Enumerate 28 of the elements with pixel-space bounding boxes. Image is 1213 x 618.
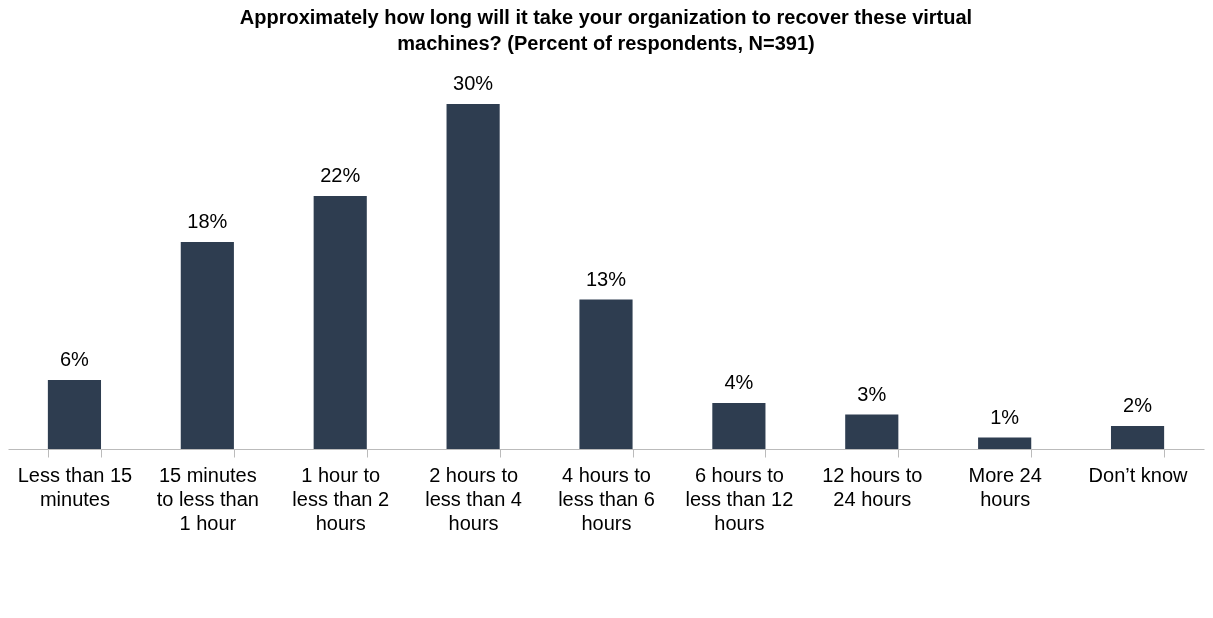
data-label: 1% xyxy=(990,405,1020,428)
bar xyxy=(180,242,234,449)
data-label: 4% xyxy=(724,371,754,393)
data-label: 18% xyxy=(187,210,228,232)
data-label: 3% xyxy=(857,382,887,405)
x-tick-label: 15 minutes to less than 1 hour xyxy=(156,463,259,534)
x-tick-label: Less than 15 minutes xyxy=(17,463,133,510)
x-tick-label: 1 hour to less than 2 hours xyxy=(292,463,390,534)
bar xyxy=(1110,426,1165,449)
data-label: 22% xyxy=(320,164,361,186)
bar xyxy=(845,414,899,449)
x-tick-label: 4 hours to less than 6 hours xyxy=(558,463,655,534)
bar xyxy=(978,437,1032,449)
data-label: 30% xyxy=(453,72,494,94)
bar xyxy=(313,196,367,449)
bar xyxy=(712,403,766,449)
data-label: 6% xyxy=(59,348,90,370)
chart-title: Approximately how long will it take your organization to recover these virtual machines? (Percent of respondents, N=391) xyxy=(239,6,973,54)
bar xyxy=(446,104,500,449)
x-tick-label: Don’t know xyxy=(1088,463,1189,486)
bar xyxy=(579,299,633,449)
x-tick-label: More 24 hours xyxy=(968,463,1042,510)
bar xyxy=(47,380,102,449)
data-label: 2% xyxy=(1123,394,1153,416)
x-tick-label: 6 hours to less than 12 hours xyxy=(685,463,794,534)
x-tick-label: 2 hours to less than 4 hours xyxy=(425,463,522,534)
x-tick-label: 12 hours to 24 hours xyxy=(822,463,923,510)
data-label: 13% xyxy=(585,267,627,290)
